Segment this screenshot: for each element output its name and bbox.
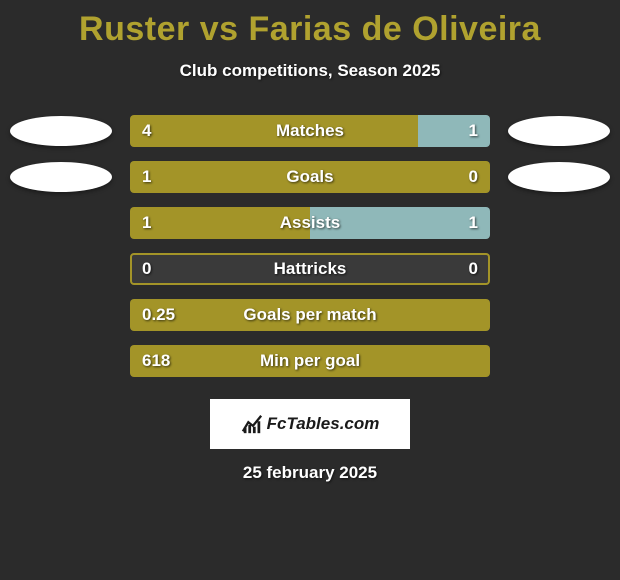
badge-spacer: [508, 208, 610, 238]
fctables-logo: FcTables.com: [210, 399, 410, 449]
badge-spacer: [10, 300, 112, 330]
team-badge-right: [508, 116, 610, 146]
stat-row: 618Min per goal: [0, 345, 620, 377]
badge-spacer: [508, 346, 610, 376]
stat-bar: 618Min per goal: [130, 345, 490, 377]
stat-label: Goals: [130, 161, 490, 193]
stat-label: Goals per match: [130, 299, 490, 331]
stat-bar: 11Assists: [130, 207, 490, 239]
stat-row: 41Matches: [0, 115, 620, 147]
badge-spacer: [10, 208, 112, 238]
stat-label: Matches: [130, 115, 490, 147]
stat-row: 0.25Goals per match: [0, 299, 620, 331]
page-title: Ruster vs Farias de Oliveira: [0, 0, 620, 49]
stat-label: Assists: [130, 207, 490, 239]
team-badge-right: [508, 162, 610, 192]
subtitle: Club competitions, Season 2025: [0, 61, 620, 81]
badge-spacer: [10, 346, 112, 376]
stat-bar: 41Matches: [130, 115, 490, 147]
logo-text: FcTables.com: [267, 414, 380, 434]
stat-label: Hattricks: [130, 253, 490, 285]
stat-row: 10Goals: [0, 161, 620, 193]
stat-bar: 10Goals: [130, 161, 490, 193]
badge-spacer: [10, 254, 112, 284]
team-badge-left: [10, 162, 112, 192]
stat-bar: 0.25Goals per match: [130, 299, 490, 331]
badge-spacer: [508, 254, 610, 284]
stat-row: 00Hattricks: [0, 253, 620, 285]
badge-spacer: [508, 300, 610, 330]
date-line: 25 february 2025: [0, 463, 620, 483]
team-badge-left: [10, 116, 112, 146]
stat-bar: 00Hattricks: [130, 253, 490, 285]
stat-label: Min per goal: [130, 345, 490, 377]
chart-icon: [241, 413, 263, 435]
stat-row: 11Assists: [0, 207, 620, 239]
comparison-table: 41Matches 10Goals 11Assists 00Hattricks 0.25…: [0, 115, 620, 377]
